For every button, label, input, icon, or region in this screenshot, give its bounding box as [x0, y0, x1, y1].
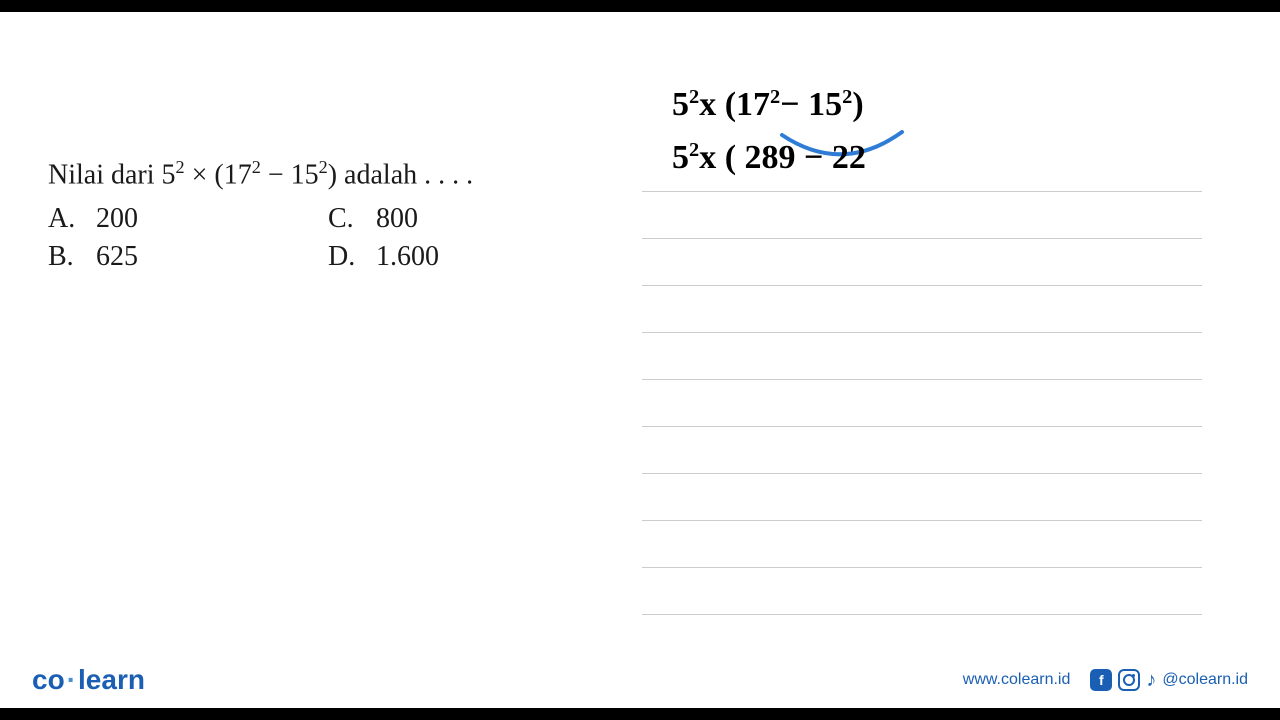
hw-text: 5 [672, 139, 689, 176]
handwriting-line-1: 52x (172− 152) [672, 85, 1202, 126]
option-value: 625 [96, 241, 138, 273]
footer: co·learn www.colearn.id f ♪ @colearn.id [0, 664, 1280, 696]
hw-sup: 2 [770, 86, 780, 108]
ruled-line [642, 427, 1202, 474]
hw-text: − 15 [780, 86, 842, 123]
expr-exp1: 2 [176, 157, 185, 177]
ruled-line [642, 192, 1202, 239]
ruled-line [642, 568, 1202, 615]
option-c: C. 800 [328, 203, 608, 235]
expr-end: ) adalah . . . . [328, 159, 473, 190]
hw-text: x ( 289 − 22 [699, 139, 866, 176]
option-value: 200 [96, 203, 138, 235]
logo-dot: · [67, 664, 76, 695]
ruled-line [642, 333, 1202, 380]
question-prefix: Nilai dari [48, 159, 162, 190]
option-letter: A. [48, 203, 78, 235]
top-border-bar [0, 0, 1280, 12]
option-letter: B. [48, 241, 78, 273]
expr-mid: × (17 [185, 159, 252, 190]
handwriting-area: 52x (172− 152) 52x ( 289 − 22 [642, 85, 1202, 179]
ruled-line [642, 239, 1202, 286]
option-d: D. 1.600 [328, 241, 608, 273]
ruled-line [642, 521, 1202, 568]
logo: co·learn [32, 664, 145, 696]
option-letter: C. [328, 203, 358, 235]
hw-sup: 2 [842, 86, 852, 108]
workspace-panel: 52x (172− 152) 52x ( 289 − 22 [642, 85, 1202, 179]
option-value: 1.600 [376, 241, 439, 273]
facebook-icon: f [1090, 669, 1112, 691]
handwriting-line-2: 52x ( 289 − 22 [672, 138, 1202, 179]
logo-learn: learn [78, 664, 145, 695]
logo-co: co [32, 664, 65, 695]
expr-exp3: 2 [319, 157, 328, 177]
ruled-line [642, 474, 1202, 521]
bottom-border-bar [0, 708, 1280, 720]
question-text: Nilai dari 52 × (172 − 152) adalah . . .… [48, 155, 608, 195]
social-handle: @colearn.id [1162, 671, 1248, 689]
expr-mid2: − 15 [261, 159, 319, 190]
ruled-line [642, 380, 1202, 427]
social-icons: f ♪ @colearn.id [1090, 669, 1248, 692]
option-a: A. 200 [48, 203, 328, 235]
footer-right: www.colearn.id f ♪ @colearn.id [963, 669, 1248, 692]
hw-sup: 2 [689, 86, 699, 108]
instagram-icon [1118, 669, 1140, 691]
option-letter: D. [328, 241, 358, 273]
hw-text: ) [852, 86, 863, 123]
expr-exp2: 2 [252, 157, 261, 177]
website-url: www.colearn.id [963, 671, 1071, 689]
hw-sup: 2 [689, 139, 699, 161]
option-b: B. 625 [48, 241, 328, 273]
expr-base1: 5 [162, 159, 176, 190]
ruled-lines [642, 145, 1202, 615]
options-grid: A. 200 C. 800 B. 625 D. 1.600 [48, 203, 608, 273]
hw-text: x (17 [699, 86, 770, 123]
option-value: 800 [376, 203, 418, 235]
hw-text: 5 [672, 86, 689, 123]
question-panel: Nilai dari 52 × (172 − 152) adalah . . .… [48, 155, 608, 273]
ruled-line [642, 286, 1202, 333]
tiktok-icon: ♪ [1146, 669, 1156, 692]
